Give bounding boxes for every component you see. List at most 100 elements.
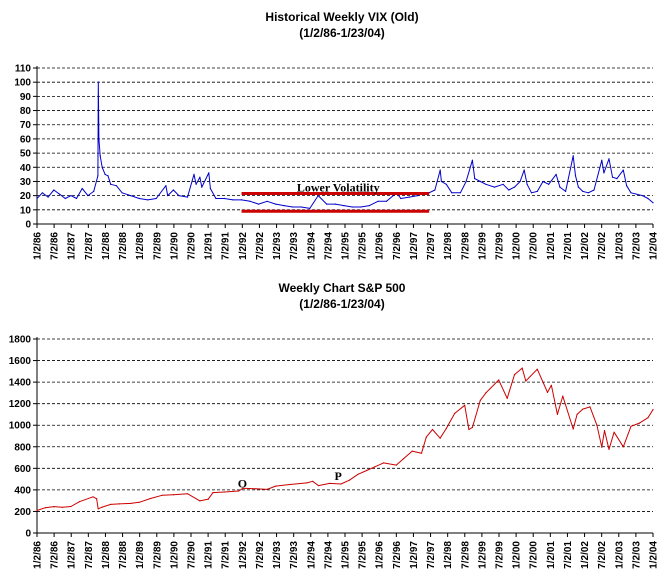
spx-x-tick-label: 7/2/97 xyxy=(426,541,437,569)
vix-data-point xyxy=(97,81,99,83)
spx-data-point xyxy=(479,399,481,401)
spx-series-line xyxy=(36,367,654,511)
spx-x-tick-label: 1/2/91 xyxy=(204,541,215,569)
vix-y-tick-label: 20 xyxy=(20,191,32,202)
vix-data-point xyxy=(377,200,379,202)
spx-data-point xyxy=(562,395,564,397)
spx-data-point xyxy=(550,384,553,386)
vix-data-point xyxy=(326,203,328,205)
vix-data-point xyxy=(542,180,544,183)
vix-x-tick-label: 7/2/88 xyxy=(118,232,129,260)
spx-x-tick-label: 7/2/91 xyxy=(221,541,232,569)
vix-data-point xyxy=(434,189,436,191)
vix-data-point xyxy=(155,197,157,200)
vix-x-tick-label: 7/2/93 xyxy=(289,232,300,260)
spx-data-point xyxy=(383,462,385,464)
spx-data-point xyxy=(506,397,508,399)
vix-data-point xyxy=(199,176,201,178)
spx-data-point xyxy=(329,482,331,484)
vix-y-tick-label: 110 xyxy=(15,64,32,75)
vix-data-point xyxy=(107,175,109,177)
vix-data-point xyxy=(75,197,78,200)
vix-data-point xyxy=(451,192,453,194)
vix-x-tick-label: 7/2/03 xyxy=(631,232,642,260)
vix-x-tick-label: 1/2/03 xyxy=(614,232,625,260)
vix-data-point xyxy=(258,203,260,205)
vix-data-point xyxy=(559,186,561,188)
spx-annotation: P xyxy=(335,469,342,483)
vix-x-tick-label: 7/2/95 xyxy=(358,232,369,260)
vix-x-tick-label: 7/2/02 xyxy=(597,232,608,260)
vix-data-point xyxy=(309,207,311,209)
vix-data-point xyxy=(465,180,467,183)
spx-x-tick-label: 1/2/92 xyxy=(238,541,249,569)
vix-data-point xyxy=(115,185,117,187)
vix-data-point xyxy=(572,155,574,157)
spx-data-point xyxy=(536,368,538,370)
vix-data-point xyxy=(526,183,528,185)
vix-x-tick-label: 1/2/96 xyxy=(375,232,386,260)
vix-data-point xyxy=(70,195,72,197)
vix-data-point xyxy=(641,195,644,197)
vix-data-point xyxy=(616,178,618,180)
vix-data-point xyxy=(41,192,44,194)
vix-data-point xyxy=(519,180,521,183)
vix-data-point xyxy=(485,183,487,185)
spx-data-point xyxy=(630,425,632,427)
vix-data-point xyxy=(209,187,211,190)
vix-data-point xyxy=(530,192,533,194)
vix-data-point xyxy=(555,173,557,175)
vix-data-point xyxy=(536,190,538,192)
vix-data-point xyxy=(647,197,649,200)
spx-data-point xyxy=(223,491,225,493)
vix-data-point xyxy=(138,197,140,200)
spx-x-tick-label: 1/2/86 xyxy=(33,541,44,569)
vix-data-point xyxy=(471,159,473,161)
vix-data-point xyxy=(178,195,180,197)
vix-data-point xyxy=(99,155,101,157)
spx-x-tick-label: 7/2/93 xyxy=(289,541,300,569)
vix-data-point xyxy=(249,200,251,202)
vix-y-tick-label: 30 xyxy=(20,177,32,188)
spx-data-point xyxy=(546,391,549,393)
spx-data-point xyxy=(608,448,610,450)
spx-y-tick-label: 200 xyxy=(14,507,31,518)
vix-data-point xyxy=(582,190,584,192)
spx-data-point xyxy=(172,494,174,496)
vix-data-point xyxy=(417,195,419,197)
spx-data-point xyxy=(61,506,64,508)
spx-data-point xyxy=(212,492,214,494)
spx-data-point xyxy=(36,509,38,512)
spx-y-tick-label: 1600 xyxy=(9,356,32,367)
vix-y-tick-label: 10 xyxy=(20,205,32,216)
vix-data-point xyxy=(577,186,580,188)
spx-data-point xyxy=(70,505,72,508)
spx-data-point xyxy=(312,480,314,482)
spx-data-point xyxy=(306,482,308,484)
vix-data-point xyxy=(574,175,577,177)
spx-data-point xyxy=(468,428,470,431)
vix-x-tick-label: 7/2/92 xyxy=(255,232,266,260)
spx-data-point xyxy=(199,500,201,502)
spx-x-tick-label: 1/2/96 xyxy=(375,541,386,569)
spx-chart-title: Weekly Chart S&P 500 xyxy=(279,281,406,295)
spx-x-tick-label: 7/2/99 xyxy=(495,541,506,569)
vix-y-tick-label: 40 xyxy=(20,163,32,174)
spx-x-tick-label: 7/2/86 xyxy=(50,541,61,569)
vix-y-tick-label: 80 xyxy=(20,106,32,117)
vix-x-tick-label: 7/2/01 xyxy=(563,232,574,260)
vix-x-tick-label: 1/2/90 xyxy=(169,232,180,260)
spx-data-point xyxy=(582,408,584,410)
spx-x-tick-label: 1/2/03 xyxy=(614,541,625,569)
spx-data-point xyxy=(498,379,500,381)
vix-data-point xyxy=(408,196,410,198)
vix-data-point xyxy=(266,200,268,202)
spx-x-tick-label: 7/2/02 xyxy=(597,541,608,569)
spx-y-tick-label: 800 xyxy=(14,442,31,453)
spx-x-tick-label: 1/2/99 xyxy=(477,541,488,569)
vix-x-tick-label: 1/2/89 xyxy=(135,232,146,260)
spx-data-point xyxy=(471,426,473,428)
vix-data-point xyxy=(59,193,61,195)
vix-data-point xyxy=(601,159,603,161)
spx-data-point xyxy=(613,431,615,433)
